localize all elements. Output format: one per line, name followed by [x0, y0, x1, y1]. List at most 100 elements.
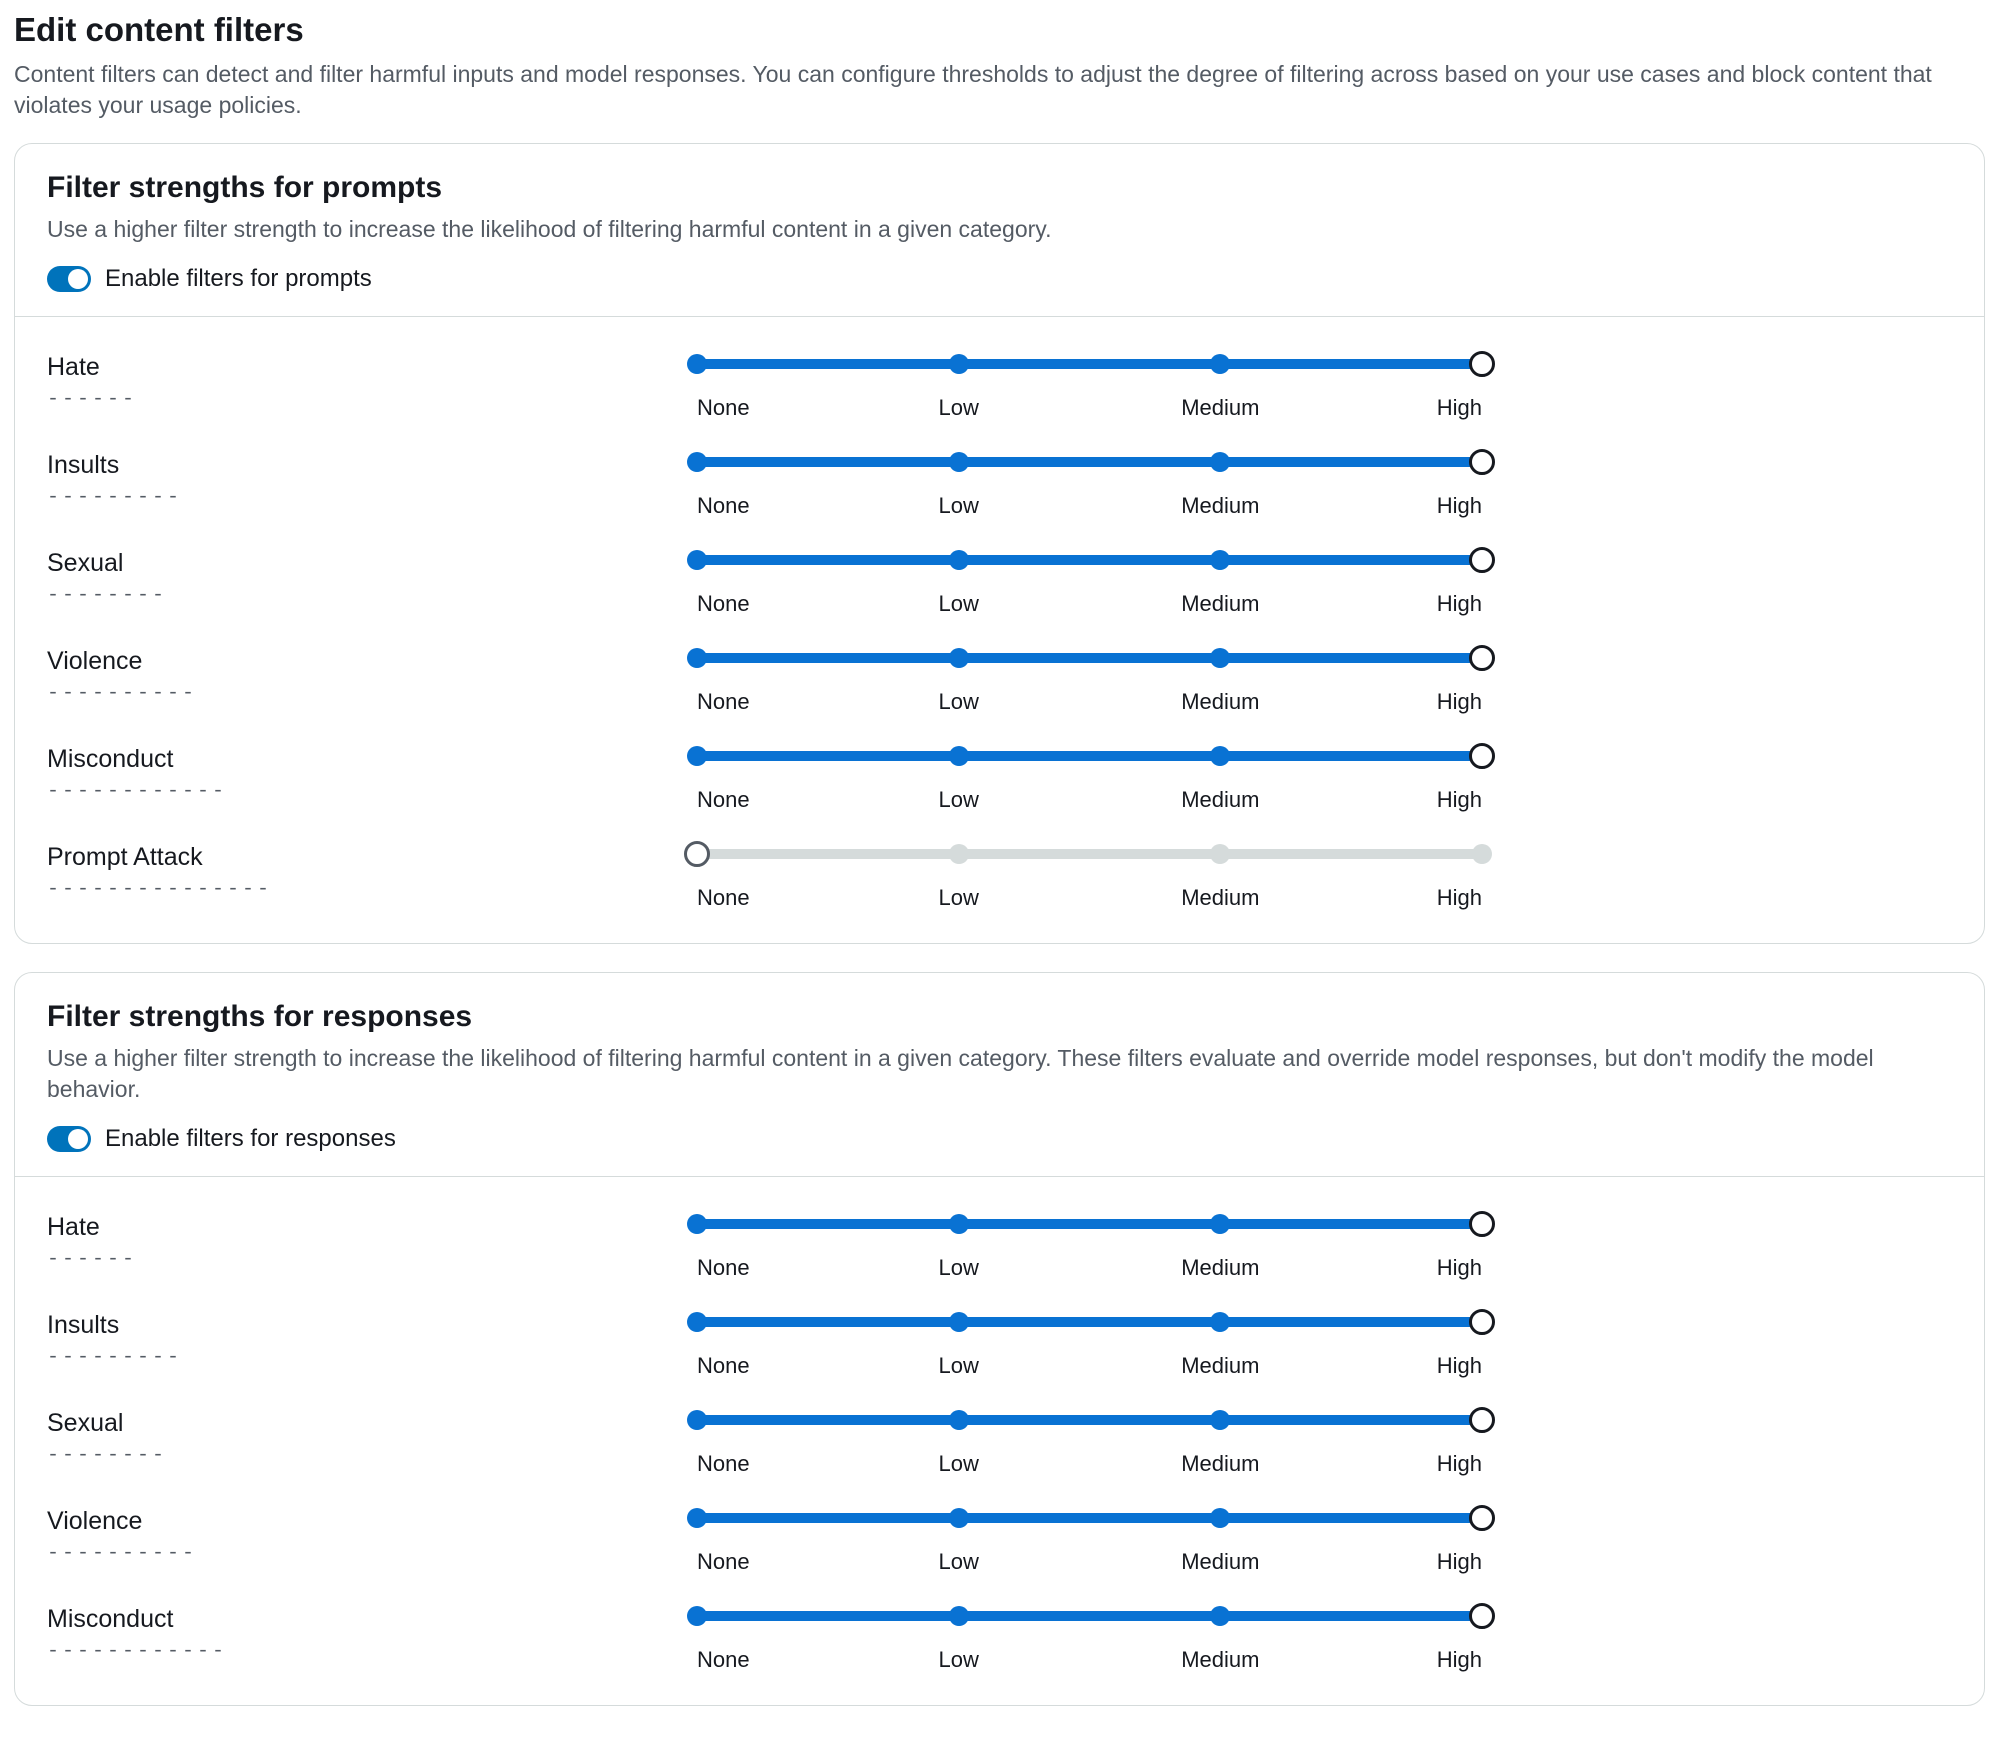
slider-thumb[interactable] — [1469, 547, 1495, 573]
slider-tick[interactable] — [687, 354, 707, 374]
filter-slider[interactable] — [697, 1309, 1482, 1349]
slider-tick[interactable] — [949, 550, 969, 570]
filter-slider[interactable] — [697, 1603, 1482, 1643]
slider-tick[interactable] — [1210, 550, 1230, 570]
filter-underline: --------- — [47, 1344, 697, 1371]
slider-tick[interactable] — [687, 1214, 707, 1234]
filter-name: Misconduct — [47, 1603, 697, 1637]
filter-name: Violence — [47, 645, 697, 679]
slider-tick[interactable] — [1210, 1214, 1230, 1234]
slider-tick[interactable] — [949, 1312, 969, 1332]
filter-slider[interactable] — [697, 841, 1482, 881]
slider-thumb[interactable] — [684, 841, 710, 867]
enable-toggle[interactable] — [47, 1126, 91, 1152]
filter-slider[interactable] — [697, 351, 1482, 391]
slider-scale-label: High — [1437, 1351, 1482, 1381]
slider-tick[interactable] — [1210, 452, 1230, 472]
slider-tick[interactable] — [687, 1606, 707, 1626]
filter-slider[interactable] — [697, 1505, 1482, 1545]
filter-underline: --------------- — [47, 876, 697, 903]
slider-tick[interactable] — [949, 452, 969, 472]
slider-thumb[interactable] — [1469, 1211, 1495, 1237]
slider-tick[interactable] — [687, 648, 707, 668]
section-header: Filter strengths for prompts Use a highe… — [15, 144, 1984, 316]
slider-thumb[interactable] — [1469, 1603, 1495, 1629]
slider-thumb[interactable] — [1469, 1309, 1495, 1335]
filter-slider-col: NoneLowMediumHigh — [697, 547, 1952, 617]
slider-scale-labels: NoneLowMediumHigh — [697, 393, 1482, 421]
slider-scale-labels: NoneLowMediumHigh — [697, 687, 1482, 715]
filter-name: Hate — [47, 1211, 697, 1245]
slider-thumb[interactable] — [1469, 645, 1495, 671]
slider-scale-label: Medium — [1181, 883, 1259, 913]
page-title: Edit content filters — [14, 8, 1985, 53]
filter-slider[interactable] — [697, 449, 1482, 489]
slider-thumb[interactable] — [1469, 743, 1495, 769]
filter-label-col: Misconduct ------------ — [47, 1603, 697, 1666]
slider-tick[interactable] — [949, 746, 969, 766]
slider-tick[interactable] — [949, 1606, 969, 1626]
section-description: Use a higher filter strength to increase… — [47, 214, 1952, 245]
slider-tick[interactable] — [949, 1214, 969, 1234]
slider-tick[interactable] — [949, 1410, 969, 1430]
filter-slider[interactable] — [697, 1407, 1482, 1447]
slider-track — [697, 359, 1482, 369]
slider-tick[interactable] — [1210, 746, 1230, 766]
filter-slider[interactable] — [697, 547, 1482, 587]
slider-tick[interactable] — [687, 1508, 707, 1528]
filter-name: Insults — [47, 1309, 697, 1343]
slider-scale-label: Low — [938, 1645, 978, 1675]
slider-tick[interactable] — [1210, 844, 1230, 864]
filter-row-prompts-2: Sexual -------- NoneLowMediumHigh — [47, 527, 1952, 625]
slider-tick[interactable] — [1210, 354, 1230, 374]
slider-tick[interactable] — [1210, 1312, 1230, 1332]
slider-tick[interactable] — [1210, 1606, 1230, 1626]
slider-scale-label: Medium — [1181, 1547, 1259, 1577]
slider-tick[interactable] — [687, 746, 707, 766]
slider-track — [697, 1219, 1482, 1229]
slider-scale-label: High — [1437, 883, 1482, 913]
slider-tick[interactable] — [949, 648, 969, 668]
filter-slider[interactable] — [697, 645, 1482, 685]
slider-scale-label: Low — [938, 1449, 978, 1479]
filter-label-col: Insults --------- — [47, 1309, 697, 1372]
slider-tick[interactable] — [1210, 1410, 1230, 1430]
slider-tick[interactable] — [949, 354, 969, 374]
slider-tick[interactable] — [1210, 648, 1230, 668]
filter-row-responses-0: Hate ------ NoneLowMediumHigh — [47, 1191, 1952, 1289]
slider-scale-label: Medium — [1181, 1253, 1259, 1283]
filter-label-col: Insults --------- — [47, 449, 697, 512]
filter-underline: ------ — [47, 386, 697, 413]
slider-tick[interactable] — [687, 1410, 707, 1430]
filter-underline: --------- — [47, 484, 697, 511]
slider-track — [697, 555, 1482, 565]
slider-tick[interactable] — [687, 550, 707, 570]
slider-tick[interactable] — [1472, 844, 1492, 864]
slider-tick[interactable] — [687, 452, 707, 472]
slider-track — [697, 849, 1482, 859]
filter-slider-col: NoneLowMediumHigh — [697, 1603, 1952, 1673]
filter-slider[interactable] — [697, 1211, 1482, 1251]
slider-thumb[interactable] — [1469, 351, 1495, 377]
slider-scale-label: Medium — [1181, 1351, 1259, 1381]
filter-slider[interactable] — [697, 743, 1482, 783]
slider-scale-label: Medium — [1181, 491, 1259, 521]
slider-scale-label: Medium — [1181, 1645, 1259, 1675]
content-filters-page: Edit content filters Content filters can… — [0, 0, 1999, 1758]
slider-tick[interactable] — [687, 1312, 707, 1332]
slider-thumb[interactable] — [1469, 449, 1495, 475]
enable-toggle-label: Enable filters for prompts — [105, 263, 372, 295]
filter-underline: ------------ — [47, 1638, 697, 1665]
slider-thumb[interactable] — [1469, 1505, 1495, 1531]
slider-tick[interactable] — [949, 1508, 969, 1528]
slider-scale-label: Medium — [1181, 589, 1259, 619]
slider-track — [697, 457, 1482, 467]
slider-scale-label: High — [1437, 785, 1482, 815]
filter-label-col: Hate ------ — [47, 1211, 697, 1274]
slider-tick[interactable] — [949, 844, 969, 864]
filter-name: Violence — [47, 1505, 697, 1539]
slider-scale-label: None — [697, 589, 750, 619]
enable-toggle[interactable] — [47, 266, 91, 292]
slider-thumb[interactable] — [1469, 1407, 1495, 1433]
slider-tick[interactable] — [1210, 1508, 1230, 1528]
